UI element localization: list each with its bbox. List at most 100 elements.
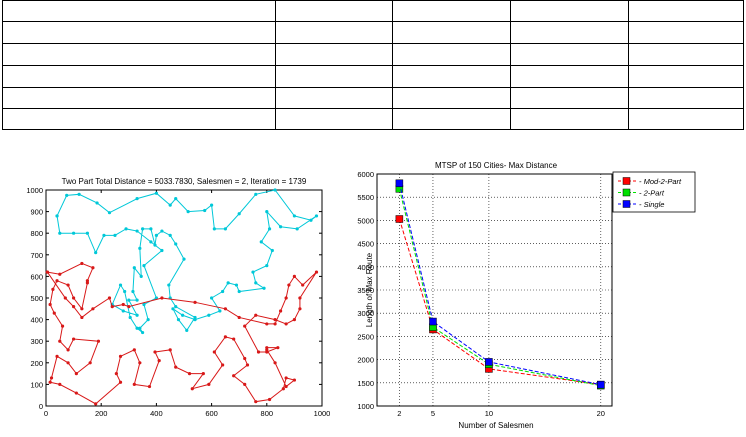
route-2-city-point xyxy=(66,361,70,365)
route-1-city-point xyxy=(265,210,269,214)
route-2-city-point xyxy=(127,305,131,309)
route-1-city-point xyxy=(251,270,255,274)
y-tick-label: 500 xyxy=(30,294,43,303)
route-1-city-point xyxy=(279,225,283,229)
route-1-city-point xyxy=(135,313,139,317)
x-tick-label: 20 xyxy=(597,409,605,418)
y-tick-label: 2000 xyxy=(357,356,374,365)
route-2-city-point xyxy=(284,296,288,300)
route-2-city-point xyxy=(232,337,236,341)
route-2-city-point xyxy=(273,361,277,365)
route-1-city-point xyxy=(234,283,239,287)
route-1-city-point xyxy=(292,214,296,218)
route-2-city-point xyxy=(88,361,92,365)
route-1-city-point xyxy=(85,231,89,235)
y-tick-label: 0 xyxy=(39,402,43,411)
legend-marker xyxy=(622,200,631,208)
x-tick-label: 1000 xyxy=(314,409,331,418)
route-1-city-point xyxy=(185,328,189,332)
y-tick-label: 1000 xyxy=(357,402,374,411)
route-2-city-point xyxy=(55,354,59,358)
x-tick-label: 600 xyxy=(205,409,218,418)
route-2-city-point xyxy=(273,318,277,322)
x-tick-label: 0 xyxy=(44,409,48,418)
route-2-city-point xyxy=(223,335,227,339)
route-2-city-point xyxy=(193,300,197,304)
route-1-city-point xyxy=(138,326,142,330)
route-plot-series xyxy=(45,188,319,406)
route-2-city-point xyxy=(58,382,62,386)
route-1-city-point xyxy=(273,188,277,192)
route-1-city-point xyxy=(181,313,185,317)
legend-label: - Mod-2-Part xyxy=(639,177,682,186)
route-1-city-point xyxy=(210,203,214,207)
route-2-city-point xyxy=(107,296,112,300)
route-1-city-point xyxy=(55,214,59,218)
route-2-city-point xyxy=(298,307,302,311)
legend-marker xyxy=(622,177,631,185)
route-1-city-point xyxy=(218,309,222,313)
route-2-city-point xyxy=(94,402,98,406)
route-1-city-point xyxy=(113,233,117,237)
route-2-city-point xyxy=(72,305,76,309)
route-2-city-point xyxy=(256,350,261,354)
route-2-city-point xyxy=(237,315,241,320)
x-tick-label: 2 xyxy=(397,409,401,418)
route-1-city-point xyxy=(221,289,225,294)
route-1-city-point xyxy=(121,309,125,313)
series-marker xyxy=(395,179,404,188)
route-1-line xyxy=(56,189,317,333)
series-line xyxy=(398,183,601,386)
route-1-city-point xyxy=(270,248,274,253)
series-line xyxy=(398,188,601,387)
route-1-city-point xyxy=(94,251,98,255)
results-table xyxy=(2,0,744,130)
series-line xyxy=(398,218,601,386)
route-2-city-point xyxy=(254,400,258,404)
route-2-city-point xyxy=(48,380,52,384)
route-2-city-point xyxy=(48,302,52,307)
route-1-city-point xyxy=(174,242,178,246)
y-tick-label: 700 xyxy=(30,251,43,260)
y-tick-label: 3000 xyxy=(357,309,374,318)
route-1-city-point xyxy=(237,289,241,294)
route-2-city-point xyxy=(207,382,211,386)
route-2-city-point xyxy=(243,324,247,328)
route-2-city-point xyxy=(138,361,142,365)
y-tick-label: 4500 xyxy=(357,240,374,249)
route-1-city-point xyxy=(128,315,132,320)
route-1-city-point xyxy=(254,281,258,285)
y-tick-label: 5000 xyxy=(357,216,374,225)
route-plot-axes: 0 200 400 600 800 1000 0 100 200 300 400 500 600 700 8… xyxy=(26,186,330,418)
route-2-city-point xyxy=(265,350,269,354)
route-2-city-point xyxy=(314,270,319,274)
route-2-city-point xyxy=(74,391,78,395)
route-1-city-point xyxy=(142,302,146,307)
series-marker xyxy=(485,358,493,366)
route-1-city-point xyxy=(314,214,319,218)
route-2-city-point xyxy=(121,302,125,307)
route-1-city-point xyxy=(259,240,263,244)
route-2-city-point xyxy=(66,283,70,287)
route-1-city-point xyxy=(72,231,76,235)
route-2-city-point xyxy=(232,374,236,378)
route-2-city-point xyxy=(118,354,123,358)
route-2-city-point xyxy=(267,397,272,402)
route-2-city-point xyxy=(132,348,136,352)
series-marker xyxy=(597,380,605,389)
route-2-city-point xyxy=(114,372,118,376)
route-2-city-point xyxy=(153,350,157,354)
route-2-city-point xyxy=(157,359,161,363)
route-1-city-point xyxy=(118,283,123,287)
route-1-city-point xyxy=(160,229,164,233)
route-2-city-point xyxy=(284,384,288,389)
route-1-city-point xyxy=(141,330,145,335)
route-1-city-point xyxy=(132,266,136,270)
route-1-city-point xyxy=(58,231,62,235)
route-2-city-point xyxy=(284,322,288,326)
route-1-city-point xyxy=(171,307,175,311)
route-2-city-point xyxy=(80,261,84,266)
route-2-city-point xyxy=(265,322,269,326)
